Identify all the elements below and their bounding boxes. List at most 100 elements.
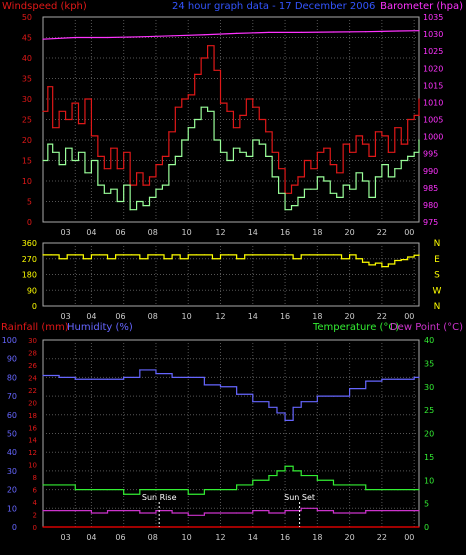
data-point-0-1 [116, 200, 118, 203]
data-point-0-0 [187, 94, 189, 96]
data-point-0-1 [381, 164, 383, 166]
series-line-2-0 [43, 369, 419, 422]
temp-tick-label: 10 [424, 476, 434, 485]
direction-tick-label: 360 [22, 239, 37, 248]
data-point-0-1 [58, 164, 60, 166]
data-point-0-0 [207, 45, 209, 47]
data-point-0-0 [194, 73, 196, 75]
data-point-0-0 [200, 57, 202, 59]
data-point-0-0 [58, 110, 60, 112]
direction-tick-label: 270 [22, 255, 37, 264]
temp-tick-label: 15 [424, 453, 434, 462]
data-point-2-0 [187, 376, 189, 378]
barometer-tick-label: 1015 [423, 81, 443, 90]
data-point-1-0 [407, 256, 409, 258]
data-point-0-0 [394, 127, 396, 129]
rain-tick-label: 18 [28, 412, 37, 420]
humidity-tick-label: 10 [7, 504, 17, 513]
data-point-0-0 [323, 147, 325, 149]
data-point-2-0 [268, 406, 270, 408]
rain-tick-label: 20 [28, 399, 37, 407]
data-point-1-0 [413, 254, 415, 256]
data-point-0-0 [97, 155, 99, 157]
data-point-2-2 [203, 512, 205, 514]
humidity-axis-title: Humidity (%) [67, 322, 133, 333]
data-point-0-0 [355, 135, 357, 137]
rain-tick-label: 2 [33, 512, 37, 520]
data-point-0-1 [303, 188, 306, 190]
data-point-2-2 [268, 512, 270, 514]
data-point-1-0 [418, 254, 420, 256]
direction-panel-x-tick-label: 12 [215, 312, 225, 321]
rain-tick-label: 0 [33, 524, 37, 532]
barometer-tick-label: 1010 [423, 98, 443, 107]
data-point-2-0 [418, 376, 420, 378]
humidity-tick-label: 90 [7, 355, 17, 364]
direction-tick-label: 0 [32, 302, 37, 311]
data-point-0-1 [336, 196, 338, 198]
data-point-0-0 [239, 114, 241, 116]
data-point-1-0 [316, 254, 318, 256]
temp-panel-x-tick-label: 03 [60, 533, 70, 542]
data-point-1-0 [131, 254, 133, 256]
rainfall-axis-title: Rainfall (mm) [1, 322, 69, 333]
temp-panel-x-tick-label: 00 [404, 533, 414, 542]
data-point-0-0 [226, 110, 228, 112]
data-point-2-0 [203, 384, 205, 386]
data-point-2-1 [397, 489, 399, 491]
wind-panel-x-tick-label: 00 [404, 228, 414, 237]
data-point-0-0 [77, 123, 80, 125]
series-line-0-2 [42, 30, 420, 40]
data-point-2-1 [106, 489, 109, 491]
humidity-tick-label: 60 [7, 411, 17, 420]
rain-tick-label: 10 [28, 462, 37, 470]
windspeed-tick-label: 45 [22, 34, 32, 43]
data-point-2-0 [316, 395, 318, 397]
data-point-0-1 [413, 151, 415, 153]
data-point-1-0 [187, 254, 189, 256]
data-point-1-0 [340, 258, 343, 260]
temp-panel-x-tick-label: 10 [182, 533, 192, 542]
data-point-0-1 [290, 205, 293, 207]
data-point-2-1 [252, 479, 254, 481]
data-point-0-0 [142, 184, 144, 186]
compass-label: N [434, 302, 441, 312]
data-point-0-1 [64, 147, 67, 149]
data-point-0-0 [213, 69, 215, 71]
data-point-0-0 [155, 164, 157, 166]
data-point-0-0 [271, 151, 273, 153]
data-point-2-0 [300, 401, 302, 403]
data-point-2-2 [418, 510, 420, 512]
data-point-1-0 [115, 254, 117, 256]
data-point-0-2 [203, 34, 205, 36]
direction-panel-x-tick-label: 03 [60, 312, 70, 321]
data-point-0-0 [265, 131, 267, 133]
data-point-2-0 [381, 378, 383, 380]
wind-panel-x-tick-label: 10 [182, 228, 192, 237]
data-point-0-1 [278, 192, 280, 194]
data-point-2-3 [418, 526, 420, 528]
data-point-0-2 [139, 36, 141, 38]
data-point-2-2 [316, 510, 318, 512]
data-point-0-2 [332, 31, 335, 33]
data-point-2-1 [300, 474, 302, 477]
data-point-0-0 [252, 106, 254, 108]
data-point-2-0 [252, 401, 254, 403]
compass-label: S [434, 271, 440, 281]
wind-panel-x-tick-label: 22 [377, 228, 387, 237]
direction-panel-x-tick-label: 14 [248, 312, 258, 321]
humidity-tick-label: 50 [7, 430, 17, 439]
data-point-2-0 [90, 378, 93, 380]
data-point-1-0 [90, 254, 93, 256]
data-point-1-0 [355, 258, 357, 260]
data-point-0-1 [129, 209, 131, 211]
barometer-tick-label: 1035 [423, 13, 443, 22]
data-point-0-0 [52, 127, 54, 129]
data-point-2-2 [187, 514, 189, 516]
data-point-2-1 [171, 489, 173, 491]
rain-tick-label: 12 [28, 449, 37, 457]
rain-tick-label: 6 [33, 487, 38, 495]
data-point-0-1 [174, 155, 176, 157]
data-point-1-0 [163, 258, 165, 260]
